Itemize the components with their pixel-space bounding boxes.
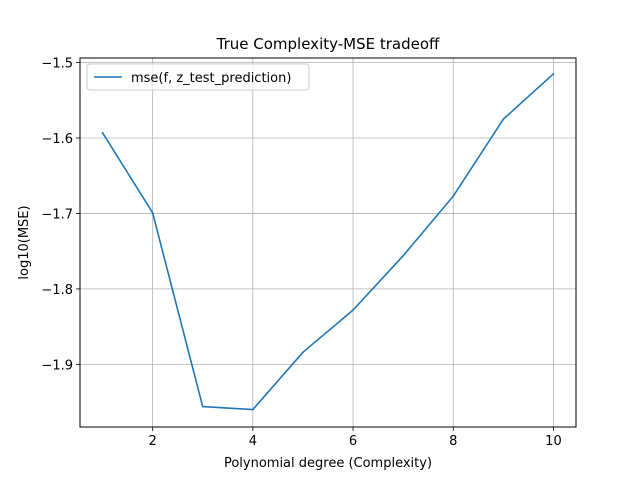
y-axis-label: log10(MSE) — [17, 205, 32, 279]
data-point — [201, 405, 204, 408]
x-tick-label: 2 — [149, 434, 157, 449]
data-point — [452, 195, 455, 197]
x-tick-label: 6 — [349, 434, 357, 449]
series-line — [101, 73, 555, 411]
data-point — [252, 408, 254, 411]
ticks: 2 4 6 8 10 −1.5 −1.6 −1.7 −1.8 −1.9 — [41, 57, 561, 449]
legend: mse(f, z_test_prediction) — [86, 63, 310, 91]
data-point — [502, 118, 505, 120]
data-point — [402, 254, 404, 257]
data-point — [352, 309, 354, 311]
y-tick-label: −1.9 — [41, 358, 73, 373]
y-tick-label: −1.6 — [41, 132, 73, 147]
legend-entry-label: mse(f, z_test_prediction) — [131, 71, 291, 86]
chart-title: True Complexity-MSE tradeoff — [216, 35, 440, 53]
x-tick-label: 4 — [249, 434, 257, 449]
y-tick-label: −1.7 — [41, 207, 73, 222]
data-point — [151, 211, 154, 214]
x-tick-label: 10 — [545, 434, 562, 449]
y-tick-label: −1.5 — [41, 57, 73, 72]
series-layer — [101, 73, 555, 411]
x-tick-label: 8 — [449, 434, 457, 449]
data-point — [101, 131, 104, 134]
plot-frame — [79, 57, 577, 428]
data-point — [302, 351, 304, 354]
x-axis-label: Polynomial degree (Complexity) — [224, 456, 432, 471]
legend-box — [86, 63, 310, 91]
data-point — [552, 73, 555, 75]
y-tick-label: −1.8 — [41, 283, 73, 298]
grid — [80, 58, 576, 427]
